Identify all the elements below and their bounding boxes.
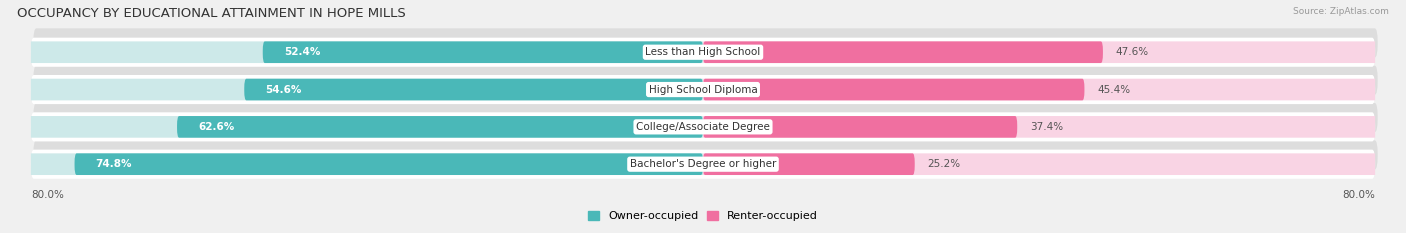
Text: College/Associate Degree: College/Associate Degree bbox=[636, 122, 770, 132]
Text: 62.6%: 62.6% bbox=[198, 122, 235, 132]
FancyBboxPatch shape bbox=[703, 116, 1375, 138]
Text: OCCUPANCY BY EDUCATIONAL ATTAINMENT IN HOPE MILLS: OCCUPANCY BY EDUCATIONAL ATTAINMENT IN H… bbox=[17, 7, 405, 20]
Text: Less than High School: Less than High School bbox=[645, 47, 761, 57]
Legend: Owner-occupied, Renter-occupied: Owner-occupied, Renter-occupied bbox=[588, 211, 818, 221]
FancyBboxPatch shape bbox=[703, 41, 1102, 63]
Text: 80.0%: 80.0% bbox=[31, 190, 63, 200]
FancyBboxPatch shape bbox=[75, 153, 703, 175]
FancyBboxPatch shape bbox=[703, 79, 1084, 100]
Text: 74.8%: 74.8% bbox=[96, 159, 132, 169]
FancyBboxPatch shape bbox=[703, 41, 1375, 63]
FancyBboxPatch shape bbox=[31, 79, 703, 100]
FancyBboxPatch shape bbox=[31, 41, 703, 63]
FancyBboxPatch shape bbox=[703, 153, 1375, 175]
FancyBboxPatch shape bbox=[31, 75, 1375, 104]
Text: 52.4%: 52.4% bbox=[284, 47, 321, 57]
Text: 25.2%: 25.2% bbox=[928, 159, 960, 169]
FancyBboxPatch shape bbox=[703, 116, 1017, 138]
FancyBboxPatch shape bbox=[31, 153, 703, 175]
Text: Source: ZipAtlas.com: Source: ZipAtlas.com bbox=[1294, 7, 1389, 16]
FancyBboxPatch shape bbox=[245, 79, 703, 100]
Text: 47.6%: 47.6% bbox=[1115, 47, 1149, 57]
Text: Bachelor's Degree or higher: Bachelor's Degree or higher bbox=[630, 159, 776, 169]
FancyBboxPatch shape bbox=[31, 150, 1375, 179]
FancyBboxPatch shape bbox=[34, 28, 1378, 58]
FancyBboxPatch shape bbox=[34, 103, 1378, 132]
Text: 45.4%: 45.4% bbox=[1097, 85, 1130, 95]
FancyBboxPatch shape bbox=[34, 66, 1378, 95]
FancyBboxPatch shape bbox=[177, 116, 703, 138]
FancyBboxPatch shape bbox=[703, 153, 915, 175]
Text: High School Diploma: High School Diploma bbox=[648, 85, 758, 95]
FancyBboxPatch shape bbox=[31, 38, 1375, 67]
Text: 54.6%: 54.6% bbox=[266, 85, 302, 95]
FancyBboxPatch shape bbox=[263, 41, 703, 63]
FancyBboxPatch shape bbox=[31, 116, 703, 138]
Text: 80.0%: 80.0% bbox=[1343, 190, 1375, 200]
Text: 37.4%: 37.4% bbox=[1029, 122, 1063, 132]
FancyBboxPatch shape bbox=[34, 140, 1378, 169]
FancyBboxPatch shape bbox=[703, 79, 1375, 100]
FancyBboxPatch shape bbox=[31, 112, 1375, 141]
